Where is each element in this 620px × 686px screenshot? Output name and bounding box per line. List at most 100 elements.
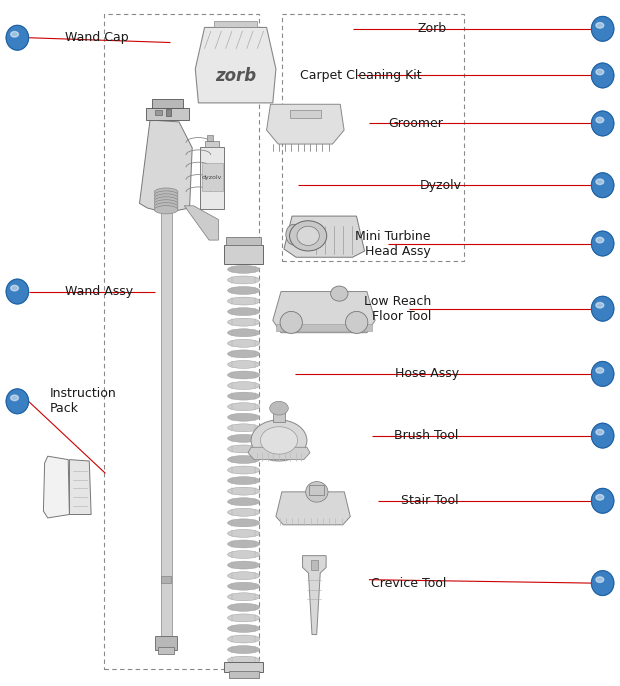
- Circle shape: [594, 176, 611, 195]
- Bar: [166, 109, 171, 116]
- Ellipse shape: [251, 420, 307, 461]
- Bar: [311, 560, 318, 570]
- Text: dyzolv: dyzolv: [202, 175, 222, 180]
- Text: zorb: zorb: [215, 67, 256, 86]
- Bar: [146, 108, 189, 120]
- Text: Wand Assy: Wand Assy: [65, 285, 133, 298]
- Ellipse shape: [596, 117, 604, 123]
- Circle shape: [594, 573, 611, 593]
- Circle shape: [12, 395, 23, 407]
- Polygon shape: [267, 104, 344, 144]
- Ellipse shape: [596, 368, 604, 373]
- Ellipse shape: [228, 424, 260, 431]
- Ellipse shape: [11, 285, 19, 291]
- Ellipse shape: [228, 308, 260, 316]
- Ellipse shape: [228, 329, 260, 337]
- Bar: [161, 576, 171, 583]
- Circle shape: [591, 173, 614, 198]
- Ellipse shape: [228, 498, 260, 506]
- Ellipse shape: [228, 276, 260, 284]
- Text: Low Reach
Floor Tool: Low Reach Floor Tool: [364, 295, 431, 322]
- Text: Mini Turbine
Head Assy: Mini Turbine Head Assy: [355, 230, 431, 257]
- Circle shape: [597, 303, 608, 315]
- Ellipse shape: [228, 456, 260, 464]
- Bar: [309, 485, 324, 495]
- Bar: [282, 14, 464, 261]
- Polygon shape: [276, 492, 350, 525]
- Ellipse shape: [228, 371, 260, 379]
- Ellipse shape: [228, 508, 260, 517]
- Ellipse shape: [228, 624, 260, 632]
- Circle shape: [6, 25, 29, 50]
- Bar: [158, 647, 174, 654]
- Polygon shape: [248, 447, 310, 460]
- Ellipse shape: [228, 540, 260, 548]
- Circle shape: [597, 237, 608, 250]
- Circle shape: [9, 392, 25, 410]
- Ellipse shape: [306, 482, 328, 502]
- Circle shape: [9, 283, 25, 301]
- Bar: [224, 245, 263, 264]
- Polygon shape: [184, 206, 218, 240]
- Ellipse shape: [228, 466, 260, 474]
- Text: Zorb: Zorb: [417, 23, 446, 35]
- Ellipse shape: [596, 429, 604, 435]
- Bar: [224, 662, 263, 672]
- Ellipse shape: [330, 286, 348, 301]
- Ellipse shape: [228, 360, 260, 368]
- Text: Stair Tool: Stair Tool: [401, 495, 459, 507]
- Circle shape: [597, 429, 608, 442]
- Bar: [155, 110, 162, 115]
- Ellipse shape: [596, 23, 604, 28]
- Ellipse shape: [596, 179, 604, 185]
- Ellipse shape: [228, 287, 260, 294]
- Circle shape: [597, 69, 608, 82]
- Bar: [202, 163, 223, 191]
- Ellipse shape: [154, 206, 178, 214]
- Circle shape: [597, 368, 608, 380]
- Circle shape: [591, 63, 614, 88]
- Bar: [104, 14, 259, 669]
- Circle shape: [594, 426, 611, 445]
- Circle shape: [594, 364, 611, 383]
- Circle shape: [597, 23, 608, 35]
- Circle shape: [594, 491, 611, 510]
- Polygon shape: [195, 27, 276, 103]
- Ellipse shape: [228, 318, 260, 326]
- Bar: [290, 110, 321, 118]
- Circle shape: [594, 20, 611, 38]
- Text: Groomer: Groomer: [388, 117, 443, 130]
- Ellipse shape: [228, 392, 260, 400]
- Circle shape: [597, 577, 608, 589]
- Text: Wand Cap: Wand Cap: [65, 32, 129, 44]
- Ellipse shape: [286, 224, 301, 245]
- Bar: [207, 135, 213, 141]
- Circle shape: [591, 231, 614, 256]
- Circle shape: [594, 234, 611, 253]
- Ellipse shape: [154, 200, 178, 208]
- Bar: [155, 636, 177, 650]
- Circle shape: [591, 571, 614, 595]
- Ellipse shape: [228, 551, 260, 558]
- Circle shape: [591, 423, 614, 448]
- Ellipse shape: [228, 403, 260, 411]
- Ellipse shape: [228, 646, 260, 654]
- Ellipse shape: [228, 381, 260, 390]
- Text: Crevice Tool: Crevice Tool: [371, 577, 446, 589]
- Ellipse shape: [228, 487, 260, 495]
- Ellipse shape: [228, 635, 260, 643]
- Ellipse shape: [154, 202, 178, 211]
- Circle shape: [591, 488, 614, 513]
- Ellipse shape: [290, 221, 327, 251]
- Bar: [152, 99, 183, 108]
- Ellipse shape: [11, 395, 19, 401]
- Ellipse shape: [228, 604, 260, 611]
- Bar: [200, 147, 224, 209]
- Text: Carpet Cleaning Kit: Carpet Cleaning Kit: [300, 69, 422, 82]
- Ellipse shape: [228, 593, 260, 601]
- Bar: [229, 671, 259, 678]
- Text: Dyzolv: Dyzolv: [420, 179, 462, 191]
- Circle shape: [597, 495, 608, 507]
- Ellipse shape: [228, 350, 260, 358]
- Circle shape: [594, 67, 611, 85]
